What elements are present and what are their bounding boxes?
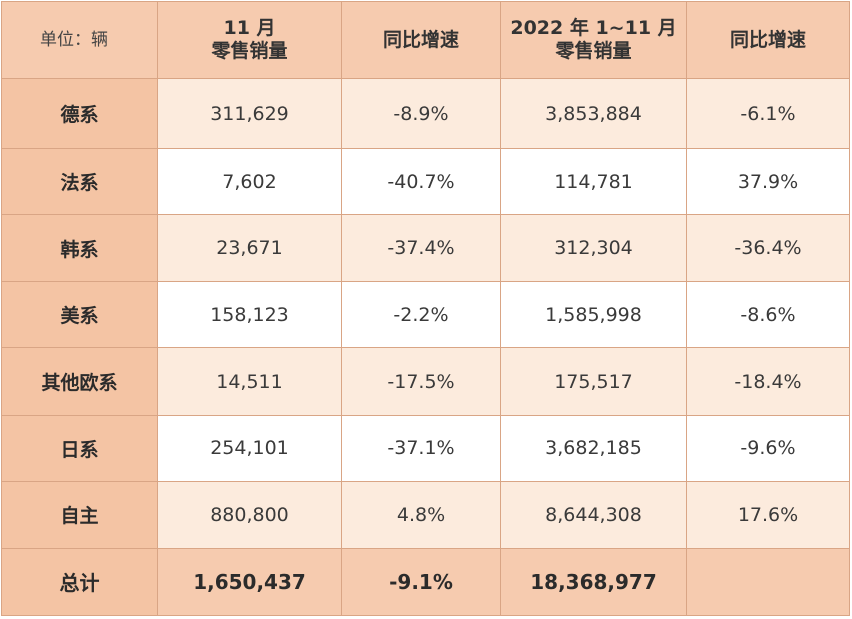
cell-ytd-yoy: 17.6% bbox=[686, 480, 850, 549]
cell-ytd-sales: 1,585,998 bbox=[500, 281, 687, 349]
cell-nov-yoy: -40.7% bbox=[341, 148, 501, 216]
cell-ytd-yoy: 37.9% bbox=[686, 148, 850, 216]
row-label: 美系 bbox=[1, 281, 158, 349]
cell-ytd-yoy: -6.1% bbox=[686, 77, 850, 150]
table-row: 美系 158,123 -2.2% 1,585,998 -8.6% bbox=[1, 281, 850, 349]
total-row: 总计 1,650,437 -9.1% 18,368,977 bbox=[1, 547, 850, 617]
header-ytd-yoy: 同比增速 bbox=[686, 1, 850, 79]
table-row: 日系 254,101 -37.1% 3,682,185 -9.6% bbox=[1, 414, 850, 482]
total-label: 总计 bbox=[1, 547, 158, 617]
cell-nov-yoy: -17.5% bbox=[341, 347, 501, 416]
table-row: 韩系 23,671 -37.4% 312,304 -36.4% bbox=[1, 214, 850, 283]
total-nov-yoy: -9.1% bbox=[341, 547, 501, 617]
cell-nov-sales: 311,629 bbox=[157, 77, 342, 150]
cell-nov-yoy: -37.4% bbox=[341, 214, 501, 283]
table-row: 其他欧系 14,511 -17.5% 175,517 -18.4% bbox=[1, 347, 850, 416]
cell-ytd-sales: 114,781 bbox=[500, 148, 687, 216]
table-row: 自主 880,800 4.8% 8,644,308 17.6% bbox=[1, 480, 850, 549]
row-label: 法系 bbox=[1, 148, 158, 216]
header-row: 单位：辆 11 月 零售销量 同比增速 2022 年 1~11 月 零售销量 同… bbox=[1, 1, 850, 79]
cell-nov-sales: 254,101 bbox=[157, 414, 342, 482]
cell-nov-yoy: -2.2% bbox=[341, 281, 501, 349]
cell-ytd-yoy: -8.6% bbox=[686, 281, 850, 349]
unit-label: 单位：辆 bbox=[1, 1, 158, 79]
cell-nov-yoy: -8.9% bbox=[341, 77, 501, 150]
row-label: 自主 bbox=[1, 480, 158, 549]
total-nov-sales: 1,650,437 bbox=[157, 547, 342, 617]
cell-ytd-sales: 8,644,308 bbox=[500, 480, 687, 549]
cell-ytd-sales: 312,304 bbox=[500, 214, 687, 283]
cell-ytd-sales: 3,853,884 bbox=[500, 77, 687, 150]
header-ytd-sales-line1: 2022 年 1~11 月 bbox=[510, 17, 677, 39]
header-nov-sales-line1: 11 月 bbox=[223, 17, 276, 39]
cell-ytd-yoy: -9.6% bbox=[686, 414, 850, 482]
header-nov-sales: 11 月 零售销量 bbox=[157, 1, 342, 79]
total-ytd-yoy bbox=[686, 547, 850, 617]
row-label: 日系 bbox=[1, 414, 158, 482]
cell-nov-sales: 158,123 bbox=[157, 281, 342, 349]
header-nov-yoy: 同比增速 bbox=[341, 1, 501, 79]
cell-nov-yoy: -37.1% bbox=[341, 414, 501, 482]
cell-ytd-yoy: -18.4% bbox=[686, 347, 850, 416]
row-label: 其他欧系 bbox=[1, 347, 158, 416]
cell-ytd-sales: 3,682,185 bbox=[500, 414, 687, 482]
cell-nov-sales: 880,800 bbox=[157, 480, 342, 549]
cell-nov-yoy: 4.8% bbox=[341, 480, 501, 549]
header-ytd-sales: 2022 年 1~11 月 零售销量 bbox=[500, 1, 687, 79]
row-label: 德系 bbox=[1, 77, 158, 150]
cell-ytd-yoy: -36.4% bbox=[686, 214, 850, 283]
row-label: 韩系 bbox=[1, 214, 158, 283]
table-row: 德系 311,629 -8.9% 3,853,884 -6.1% bbox=[1, 77, 850, 150]
cell-nov-sales: 14,511 bbox=[157, 347, 342, 416]
cell-nov-sales: 7,602 bbox=[157, 148, 342, 216]
header-ytd-sales-line2: 零售销量 bbox=[555, 40, 632, 62]
table-row: 法系 7,602 -40.7% 114,781 37.9% bbox=[1, 148, 850, 216]
total-ytd-sales: 18,368,977 bbox=[500, 547, 687, 617]
cell-ytd-sales: 175,517 bbox=[500, 347, 687, 416]
header-nov-sales-line2: 零售销量 bbox=[211, 40, 288, 62]
cell-nov-sales: 23,671 bbox=[157, 214, 342, 283]
